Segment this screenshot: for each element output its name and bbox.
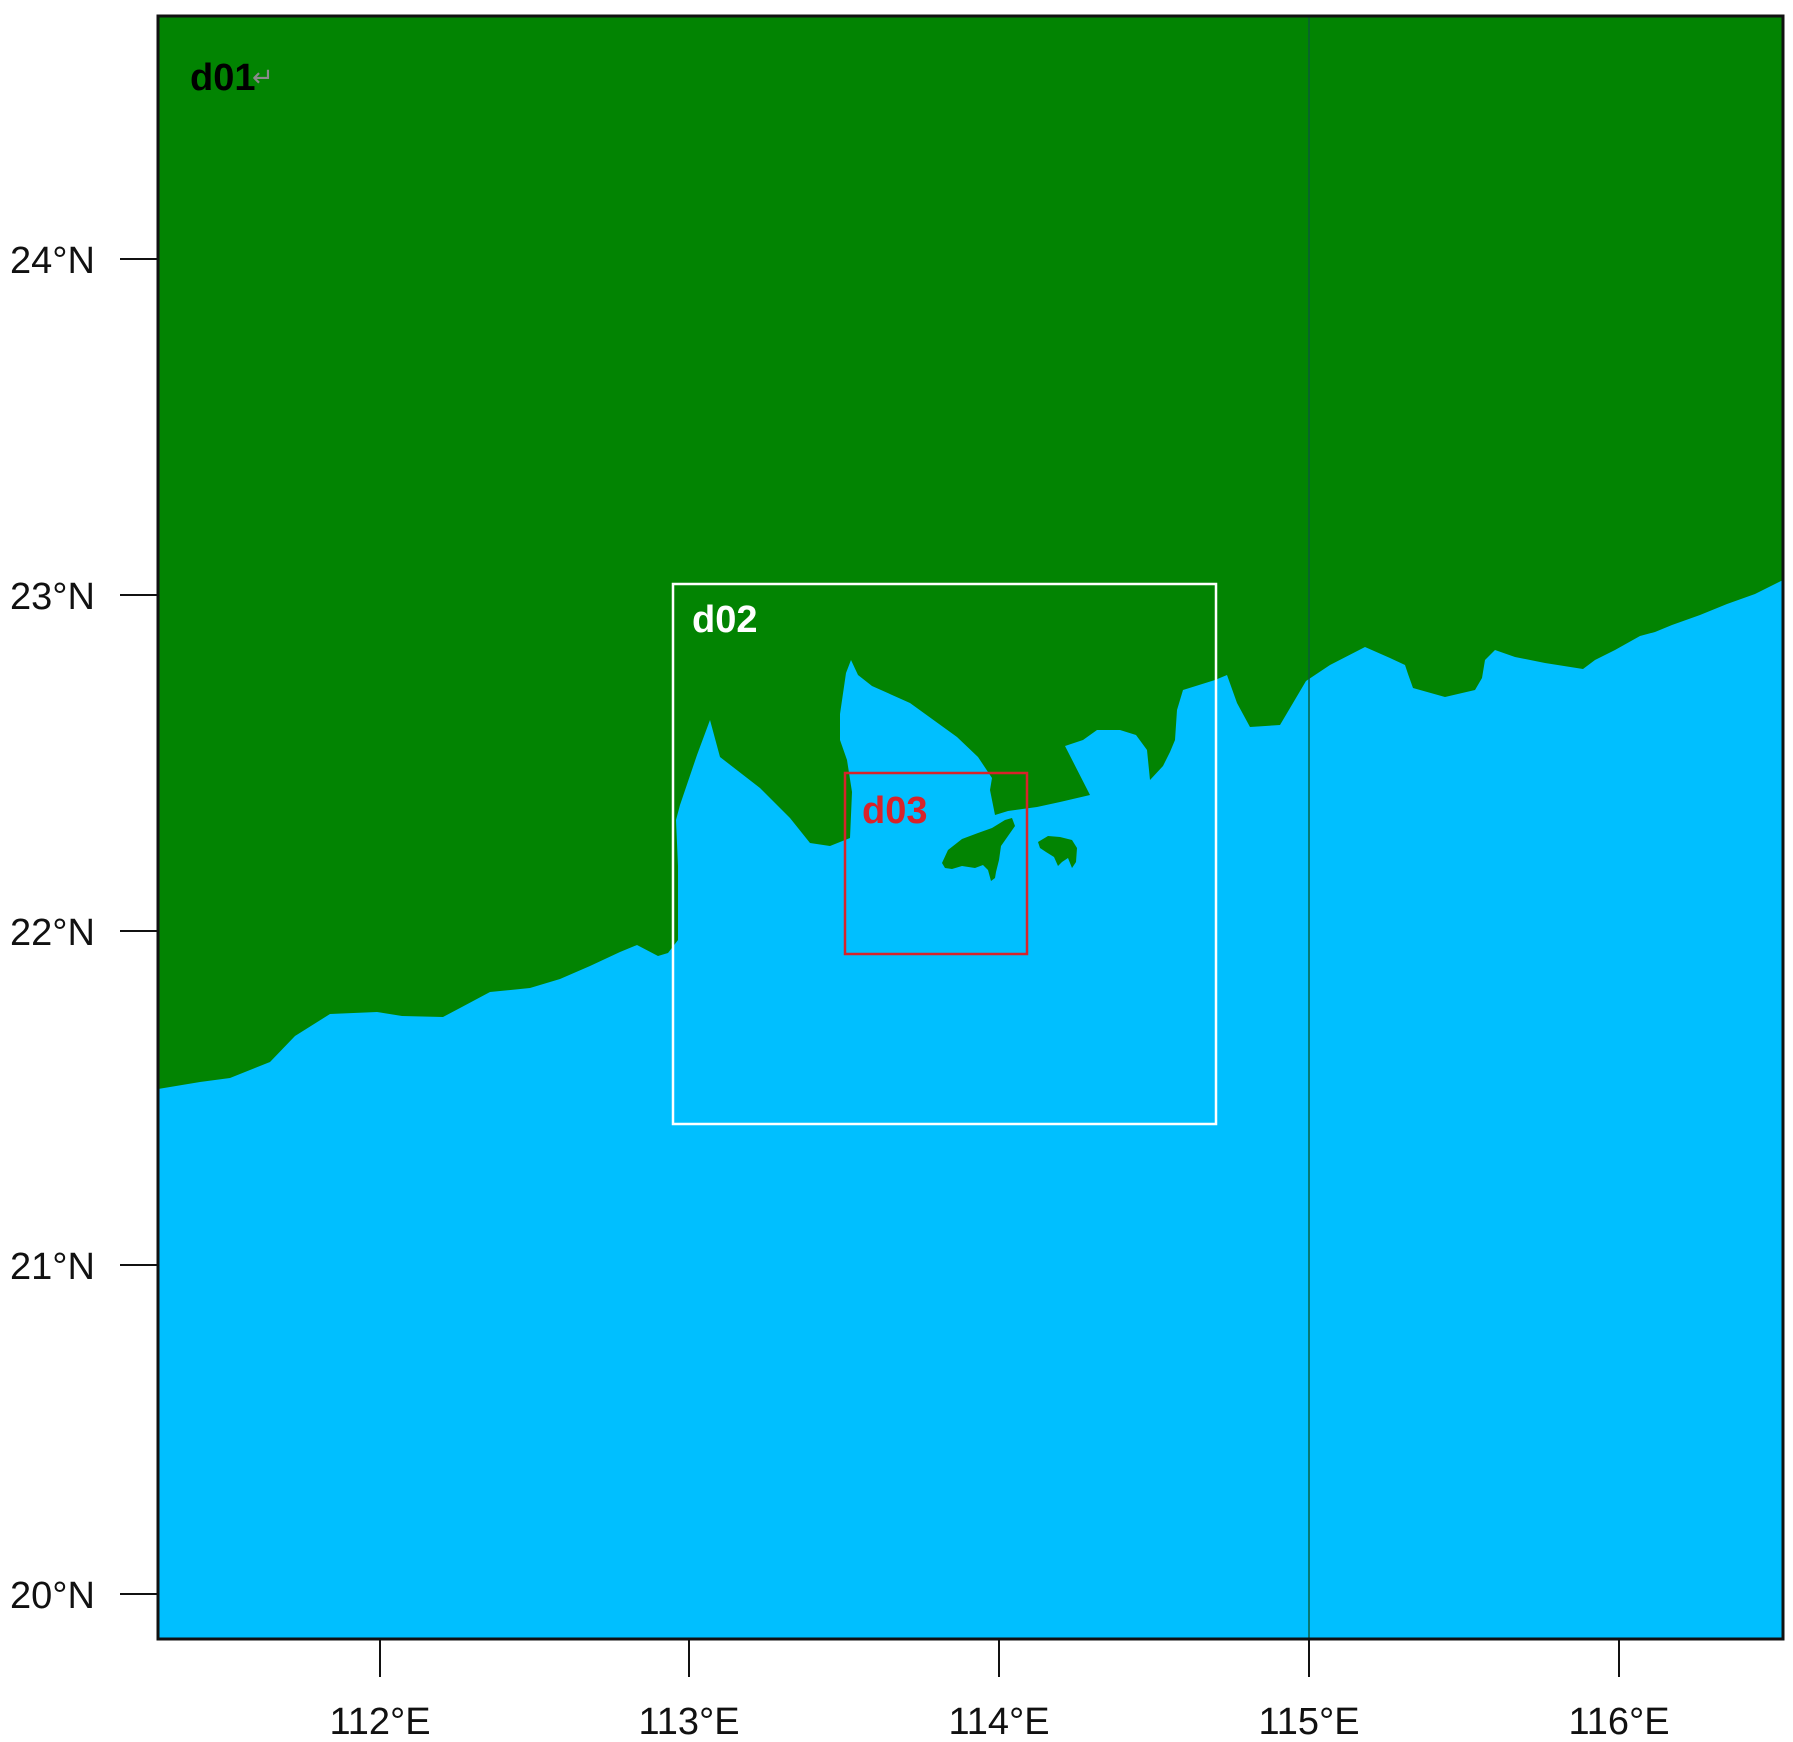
- lon-tick-label-112e: 112°E: [329, 1701, 430, 1742]
- lat-tick-label-23n: 23°N: [10, 576, 95, 618]
- lon-tick-label-115e: 115°E: [1258, 1701, 1359, 1742]
- d03-domain-box: [843, 771, 1029, 956]
- land-island-lantau: [942, 818, 1015, 881]
- lon-axis: [379, 1639, 1620, 1677]
- lat-tick-label-22n: 22°N: [10, 912, 95, 954]
- d01-label: d01: [190, 57, 255, 99]
- lat-tick-label-20n: 20°N: [10, 1575, 95, 1617]
- lat-axis: [120, 258, 158, 1595]
- land-mainland: [158, 16, 1783, 1089]
- lat-tick-label-21n: 21°N: [10, 1246, 95, 1288]
- lon-tick-label-116e: 116°E: [1568, 1701, 1669, 1742]
- d02-label: d02: [692, 599, 757, 641]
- lat-tick-label-24n: 24°N: [10, 240, 95, 282]
- d03-label: d03: [862, 790, 927, 832]
- lon-tick-label-113e: 113°E: [638, 1701, 739, 1742]
- land-island-hongkong: [1038, 836, 1077, 868]
- d01-return-mark: ↵: [252, 63, 274, 93]
- map-frame: [156, 14, 1785, 1641]
- lon-tick-label-114e: 114°E: [948, 1701, 1049, 1742]
- d02-domain-box: [671, 582, 1218, 1126]
